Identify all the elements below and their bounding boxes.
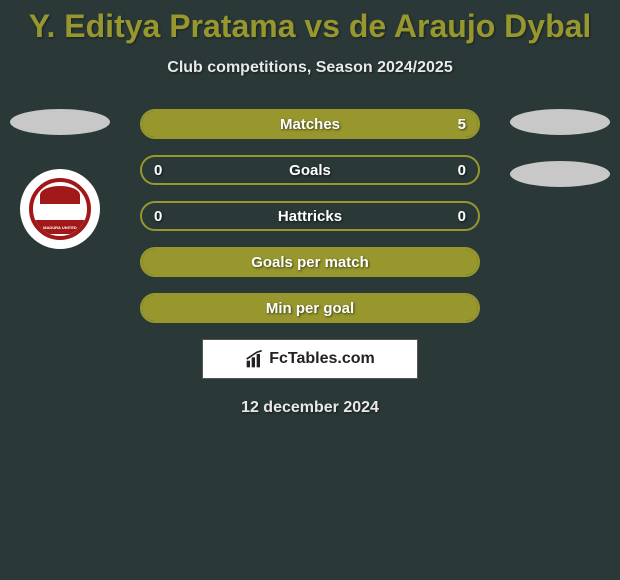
date-text: 12 december 2024	[0, 399, 620, 417]
chart-icon	[245, 349, 265, 369]
stat-row-matches: Matches 5	[140, 109, 480, 139]
stat-row-goals-per-match: Goals per match	[140, 247, 480, 277]
stat-right-value: 0	[458, 208, 466, 225]
brand-text: FcTables.com	[269, 350, 375, 368]
stat-label: Hattricks	[278, 208, 342, 225]
stat-right-value: 0	[458, 162, 466, 179]
player-right-oval-1	[510, 109, 610, 135]
brand-box[interactable]: FcTables.com	[202, 339, 418, 379]
stat-label: Min per goal	[266, 300, 354, 317]
subtitle: Club competitions, Season 2024/2025	[0, 59, 620, 77]
content-area: MADURA UNITED Matches 5 0 Goals 0 0 Hatt…	[0, 109, 620, 417]
player-right-oval-2	[510, 161, 610, 187]
stat-row-min-per-goal: Min per goal	[140, 293, 480, 323]
club-badge-inner: MADURA UNITED	[29, 178, 91, 240]
badge-name: MADURA UNITED	[35, 220, 85, 234]
stat-label: Goals per match	[251, 254, 369, 271]
stat-row-goals: 0 Goals 0	[140, 155, 480, 185]
stats-container: Matches 5 0 Goals 0 0 Hattricks 0 Goals …	[140, 109, 480, 323]
stat-label: Matches	[280, 116, 340, 133]
stat-row-hattricks: 0 Hattricks 0	[140, 201, 480, 231]
player-left-oval	[10, 109, 110, 135]
badge-bull-icon	[40, 186, 80, 204]
club-badge: MADURA UNITED	[20, 169, 100, 249]
stat-label: Goals	[289, 162, 331, 179]
stat-left-value: 0	[154, 162, 162, 179]
stat-left-value: 0	[154, 208, 162, 225]
stat-right-value: 5	[458, 116, 466, 133]
page-title: Y. Editya Pratama vs de Araujo Dybal	[0, 0, 620, 45]
